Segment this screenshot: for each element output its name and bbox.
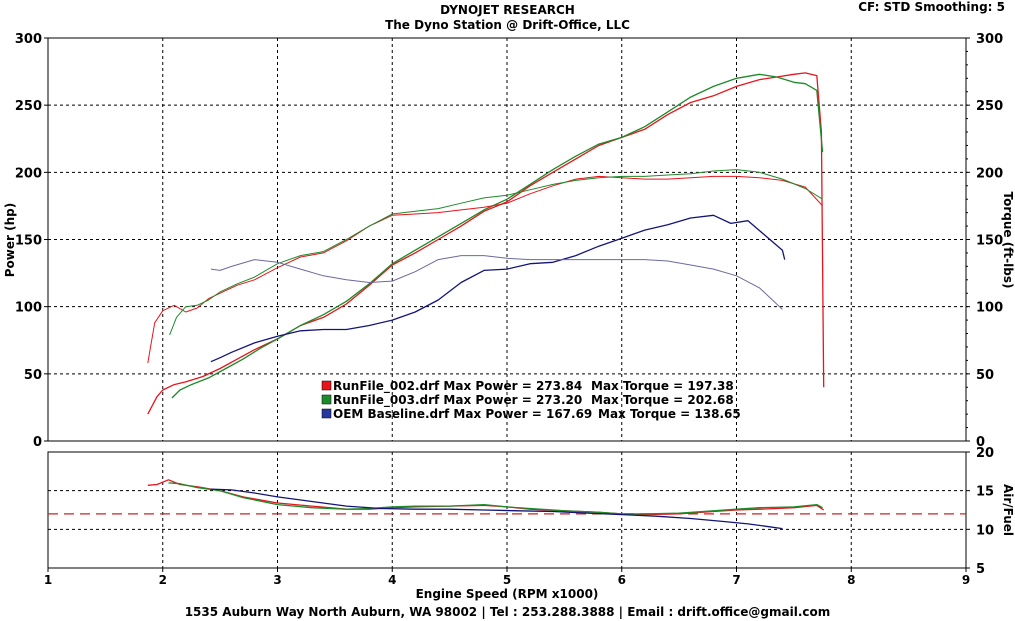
y-tick-label-torque: 200 xyxy=(976,166,1003,181)
x-tick-label: 1 xyxy=(44,573,52,587)
x-axis-label: Engine Speed (RPM x1000) xyxy=(416,587,599,601)
x-tick-label: 6 xyxy=(618,573,626,587)
y-tick-label-power: 200 xyxy=(15,166,42,181)
legend-swatch-oem xyxy=(321,408,332,419)
x-tick-label: 9 xyxy=(962,573,970,587)
y-tick-label-power: 150 xyxy=(15,234,42,249)
x-tick-label: 4 xyxy=(388,573,396,587)
legend: RunFile_002.drf Max Power = 273.84 Max T… xyxy=(321,379,741,421)
y-tick-label-power: 50 xyxy=(24,368,42,383)
legend-torque-run003: Max Torque = 202.68 xyxy=(591,393,734,407)
power-axis-ticks: 0 0 50 50 100 100 150 150 200 200 250 250 300 300 xyxy=(15,32,1003,450)
x-tick-label: 5 xyxy=(503,573,511,587)
afr-axis-ticks: 5 10 15 20 xyxy=(966,446,994,577)
x-tick-label: 3 xyxy=(273,573,281,587)
y-tick-label-power: 0 xyxy=(33,435,42,450)
chart-subtitle: The Dyno Station @ Drift-Office, LLC xyxy=(385,18,630,32)
y-tick-label-power: 300 xyxy=(15,32,42,47)
y-tick-label-power: 250 xyxy=(15,99,42,114)
y-tick-label-torque: 150 xyxy=(976,234,1003,249)
power-grid xyxy=(48,38,966,441)
series-line-afr-oem-baseline-drf xyxy=(210,488,783,530)
x-tick-label: 8 xyxy=(847,573,855,587)
y-tick-label-afr: 20 xyxy=(976,446,994,461)
legend-swatch-run003 xyxy=(321,394,332,405)
y-tick-label-torque: 250 xyxy=(976,99,1003,114)
footer-contact: 1535 Auburn Way North Auburn, WA 98002 |… xyxy=(184,605,831,619)
afr-series xyxy=(48,479,966,530)
afr-grid xyxy=(48,452,966,568)
y-axis-label-torque: Torque (ft-lbs) xyxy=(1001,192,1015,289)
legend-entry-run003: RunFile_003.drf Max Power = 273.20 xyxy=(333,393,582,408)
y-axis-label-power: Power (hp) xyxy=(3,203,17,277)
legend-entry-run002: RunFile_002.drf Max Power = 273.84 xyxy=(333,379,582,394)
x-tick-label: 7 xyxy=(732,573,740,587)
settings-label: CF: STD Smoothing: 5 xyxy=(858,0,1005,14)
series-line-afr-runfile-003-drf xyxy=(168,482,823,515)
y-tick-label-torque: 100 xyxy=(976,301,1003,316)
air-fuel-panel: 5 10 15 20 xyxy=(47,446,994,577)
y-tick-label-afr: 5 xyxy=(976,562,985,577)
power-torque-panel: 0 0 50 50 100 100 150 150 200 200 250 250 300 300 xyxy=(15,32,1003,450)
y-tick-label-afr: 15 xyxy=(976,485,994,500)
chart-title: DYNOJET RESEARCH xyxy=(440,3,575,17)
legend-entry-oem: OEM Baseline.drf Max Power = 167.69 xyxy=(333,407,592,421)
series-line-power-oem-baseline-drf xyxy=(210,214,786,363)
x-tick-label: 2 xyxy=(159,573,167,587)
series-line-torque-runfile-003-drf xyxy=(169,169,823,336)
legend-torque-oem: Max Torque = 138.65 xyxy=(598,407,741,421)
legend-torque-run002: Max Torque = 197.38 xyxy=(591,379,734,393)
y-tick-label-torque: 300 xyxy=(976,32,1003,47)
y-tick-label-torque: 0 xyxy=(976,435,985,450)
series-line-power-runfile-002-drf xyxy=(147,72,825,415)
legend-swatch-run002 xyxy=(321,380,332,391)
power-torque-series xyxy=(147,72,825,415)
y-tick-label-torque: 50 xyxy=(976,368,994,383)
y-tick-label-power: 100 xyxy=(15,301,42,316)
x-axis-ticks: 1 2 3 4 5 6 7 8 9 xyxy=(44,568,970,587)
y-tick-label-afr: 10 xyxy=(976,523,994,538)
series-line-torque-oem-baseline-drf xyxy=(210,255,783,310)
series-line-power-runfile-003-drf xyxy=(171,73,824,399)
y-axis-label-afr: Air/Fuel xyxy=(1001,484,1015,536)
